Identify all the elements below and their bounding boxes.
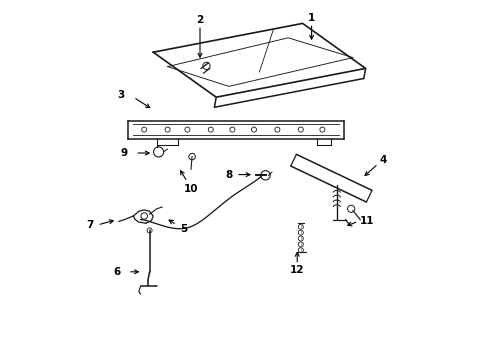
Text: 2: 2 — [196, 15, 204, 25]
Text: 8: 8 — [225, 170, 232, 180]
Text: 1: 1 — [308, 13, 315, 23]
Text: 4: 4 — [380, 155, 387, 165]
Text: 6: 6 — [114, 267, 121, 277]
Text: 7: 7 — [87, 220, 94, 230]
Text: 3: 3 — [117, 90, 124, 100]
Text: 9: 9 — [121, 148, 128, 158]
Text: 11: 11 — [360, 216, 375, 226]
Text: 12: 12 — [290, 265, 304, 275]
Text: 10: 10 — [184, 184, 198, 194]
Text: 5: 5 — [180, 224, 188, 234]
